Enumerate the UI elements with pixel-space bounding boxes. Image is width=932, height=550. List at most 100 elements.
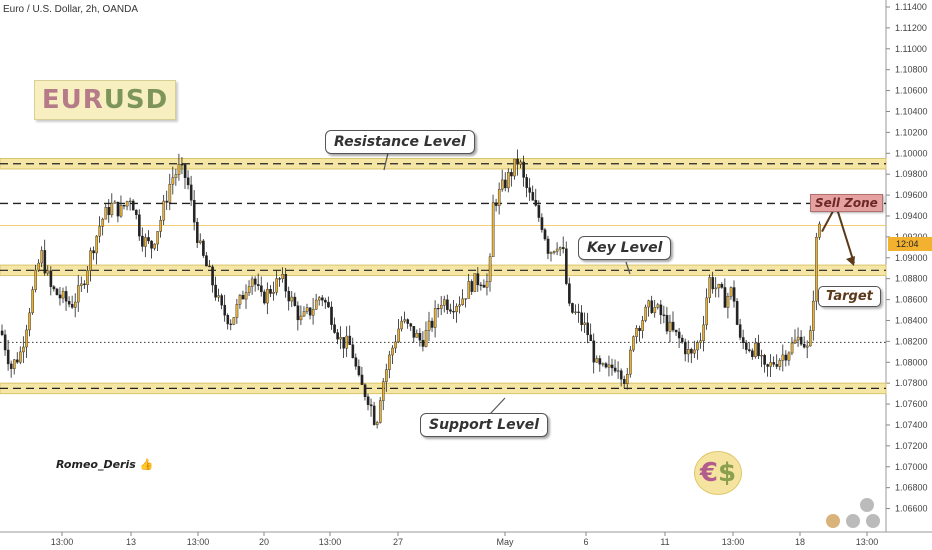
candle-body <box>22 346 25 353</box>
candle-body <box>543 229 547 240</box>
candle-body <box>391 347 394 356</box>
candle-body <box>281 274 285 279</box>
candle-body <box>92 250 95 254</box>
candle-body <box>324 299 327 303</box>
x-tick-label: 18 <box>795 537 805 547</box>
x-tick-label: 13:00 <box>187 537 210 547</box>
candle-body <box>760 355 763 357</box>
candle-body <box>360 374 364 385</box>
candle-body <box>436 307 440 310</box>
candle-body <box>397 328 400 343</box>
candle-body <box>754 342 757 357</box>
current-price-tag: 12:04 <box>888 237 932 251</box>
candle-body <box>52 286 56 290</box>
candle-body <box>485 281 489 288</box>
candle-body <box>37 262 40 271</box>
candle-body <box>607 364 611 368</box>
candle-body <box>806 345 809 348</box>
candle-body <box>205 255 208 267</box>
candle-body <box>507 171 510 189</box>
candle-body <box>519 161 522 165</box>
projection-arrow <box>821 202 855 264</box>
candle-body <box>156 231 159 245</box>
candle-body <box>778 360 782 367</box>
candle-body <box>80 283 83 286</box>
candle-body <box>458 304 461 307</box>
candle-body <box>275 278 278 293</box>
brand-part-a: EUR <box>41 85 104 115</box>
y-tick-label: 1.08400 <box>895 315 928 325</box>
candle-body <box>653 307 657 313</box>
candle-body <box>406 319 410 324</box>
x-tick-label: 13:00 <box>51 537 74 547</box>
candle-body <box>107 207 111 216</box>
candle-body <box>748 349 751 352</box>
candle-body <box>592 340 596 363</box>
candle-body <box>9 363 13 369</box>
y-tick-label: 1.09000 <box>895 253 928 263</box>
candle-body <box>537 205 541 218</box>
candle-body <box>372 405 376 425</box>
candle-body <box>263 291 266 304</box>
currency-coin-icon: €$ <box>694 451 742 495</box>
candle-body <box>711 277 715 290</box>
callout-pointer <box>489 397 506 415</box>
candle-body <box>0 330 4 335</box>
projection-arrowhead <box>846 256 855 266</box>
candle-body <box>568 283 571 304</box>
candle-body <box>690 349 693 354</box>
symbol-title: Euro / U.S. Dollar, 2h, OANDA <box>3 4 139 15</box>
candle-body <box>16 359 19 363</box>
candle-body <box>818 223 821 238</box>
x-tick-label: 13:00 <box>856 537 879 547</box>
candle-body <box>696 342 699 351</box>
candle-body <box>357 366 361 376</box>
x-tick-label: 13:00 <box>319 537 342 547</box>
y-tick-label: 1.07000 <box>895 462 928 472</box>
candle-body <box>635 327 638 337</box>
y-tick-label: 1.07600 <box>895 399 928 409</box>
y-tick-label: 1.06800 <box>895 483 928 493</box>
candle-body <box>802 344 806 348</box>
candle-body <box>253 278 257 285</box>
candle-body <box>687 349 690 355</box>
candle-body <box>638 327 641 331</box>
y-tick-label: 1.10800 <box>895 65 928 75</box>
candle-body <box>546 238 550 254</box>
drawing-tools-icon[interactable] <box>826 498 888 532</box>
candle-body <box>214 284 217 298</box>
candle-body <box>787 352 791 361</box>
candle-body <box>250 278 254 287</box>
candle-body <box>302 311 306 317</box>
candle-body <box>168 184 172 203</box>
candle-body <box>266 288 269 304</box>
callout-pointer <box>625 261 631 275</box>
candle-body <box>641 320 644 331</box>
candle-body <box>443 299 446 306</box>
candle-body <box>77 285 80 303</box>
candle-body <box>799 336 803 345</box>
candle-body <box>269 288 272 294</box>
candle-body <box>211 266 214 286</box>
candle-body <box>125 201 129 207</box>
candle-body <box>165 200 169 203</box>
candle-body <box>745 342 748 350</box>
candle-body <box>583 322 586 325</box>
candle-body <box>595 358 599 363</box>
candle-body <box>150 240 153 249</box>
x-tick-label: May <box>496 537 514 547</box>
candle-body <box>308 307 312 316</box>
candle-body <box>12 359 16 369</box>
candle-body <box>775 364 779 367</box>
candle-body <box>235 304 239 318</box>
candle-body <box>717 283 721 289</box>
x-tick-label: 6 <box>583 537 588 547</box>
candle-body <box>46 270 50 274</box>
candle-body <box>738 324 742 338</box>
candle-body <box>659 304 663 316</box>
candle-body <box>565 248 568 284</box>
candle-body <box>342 337 346 349</box>
candle-body <box>604 363 608 368</box>
candle-body <box>665 315 669 332</box>
